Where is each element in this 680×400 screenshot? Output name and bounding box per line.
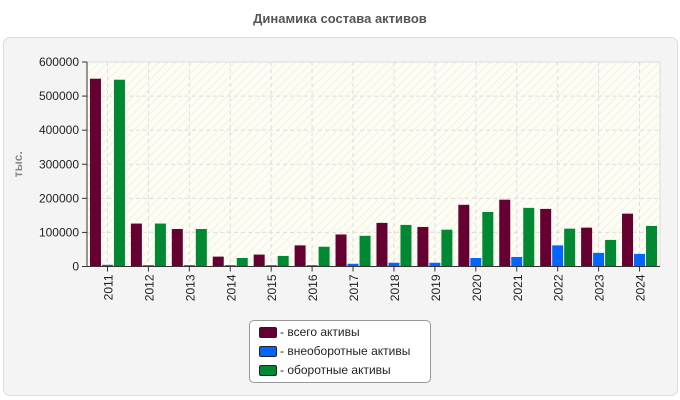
bar-2015-2	[277, 255, 289, 267]
bar-2014-1	[224, 265, 236, 267]
bar-2018-1	[388, 262, 400, 267]
bar-2011-0	[89, 78, 101, 267]
y-tick-label: 200000	[39, 191, 79, 205]
bar-2024-0	[622, 213, 634, 267]
bar-2021-2	[523, 207, 535, 267]
bar-2020-0	[458, 204, 470, 267]
x-tick-label: 2013	[183, 274, 197, 301]
bar-2019-2	[441, 229, 453, 267]
bar-2012-0	[130, 223, 142, 267]
legend-label: - оборотные активы	[280, 363, 391, 377]
x-tick-label: 2012	[142, 274, 156, 301]
bar-2019-1	[429, 262, 441, 267]
bar-2015-1	[265, 265, 277, 267]
bar-2021-1	[511, 256, 523, 267]
bar-2011-2	[113, 79, 125, 267]
bar-2024-1	[634, 253, 646, 267]
bar-2014-2	[236, 257, 248, 267]
legend-swatch	[259, 346, 277, 358]
x-tick-label: 2022	[552, 274, 566, 301]
x-tick-label: 2024	[634, 274, 648, 301]
bar-2013-2	[195, 229, 207, 267]
bar-2023-1	[593, 252, 605, 267]
bar-2022-1	[552, 245, 564, 267]
bar-2021-0	[499, 199, 511, 267]
bar-2013-1	[183, 265, 195, 267]
bar-2020-2	[482, 211, 494, 267]
bar-2016-0	[294, 245, 306, 267]
bar-2012-2	[154, 223, 166, 267]
bar-2017-1	[347, 263, 359, 267]
bar-2022-2	[564, 228, 576, 267]
legend-label: - всего активы	[280, 325, 360, 339]
bar-2023-2	[605, 239, 617, 267]
bar-2023-0	[581, 227, 593, 267]
x-tick-label: 2018	[388, 274, 402, 301]
bar-2024-2	[646, 225, 658, 267]
x-tick-label: 2019	[429, 274, 443, 301]
bar-2012-1	[142, 265, 154, 267]
y-tick-label: 500000	[39, 89, 79, 103]
y-tick-label: 300000	[39, 157, 79, 171]
y-tick-label: 400000	[39, 123, 79, 137]
bar-2016-2	[318, 246, 330, 267]
legend-item-noncurrent: - внеоборотные активы	[259, 343, 410, 359]
x-tick-label: 2011	[101, 274, 115, 300]
y-tick-label: 100000	[39, 225, 79, 239]
legend: - всего активы - внеоборотные активы - о…	[249, 320, 431, 383]
y-tick-label: 600000	[39, 55, 79, 69]
legend-label: - внеоборотные активы	[280, 344, 411, 358]
bar-2015-0	[253, 254, 265, 267]
y-tick-label: 0	[72, 260, 79, 274]
legend-item-current: - оборотные активы	[259, 362, 391, 378]
bar-2011-1	[101, 264, 113, 267]
bar-2017-2	[359, 235, 371, 267]
x-tick-label: 2015	[265, 274, 279, 301]
legend-swatch	[259, 365, 277, 377]
x-tick-label: 2023	[593, 274, 607, 301]
legend-item-total: - всего активы	[259, 324, 360, 340]
x-tick-label: 2016	[306, 274, 320, 301]
x-tick-label: 2017	[347, 274, 361, 301]
x-tick-label: 2021	[511, 274, 525, 301]
y-axis-label: тыс.	[11, 151, 25, 177]
bar-2020-1	[470, 257, 482, 267]
bar-2018-2	[400, 224, 412, 267]
bar-2013-0	[171, 229, 183, 267]
legend-swatch	[259, 327, 277, 339]
bar-2014-0	[212, 256, 224, 267]
bar-2022-0	[540, 208, 552, 267]
bar-2016-1	[306, 265, 318, 267]
bar-2018-0	[376, 222, 388, 267]
bar-2017-0	[335, 234, 347, 267]
x-tick-label: 2020	[470, 274, 484, 301]
bar-2019-0	[417, 226, 429, 267]
x-tick-label: 2014	[224, 274, 238, 301]
chart-title: Динамика состава активов	[253, 11, 427, 26]
